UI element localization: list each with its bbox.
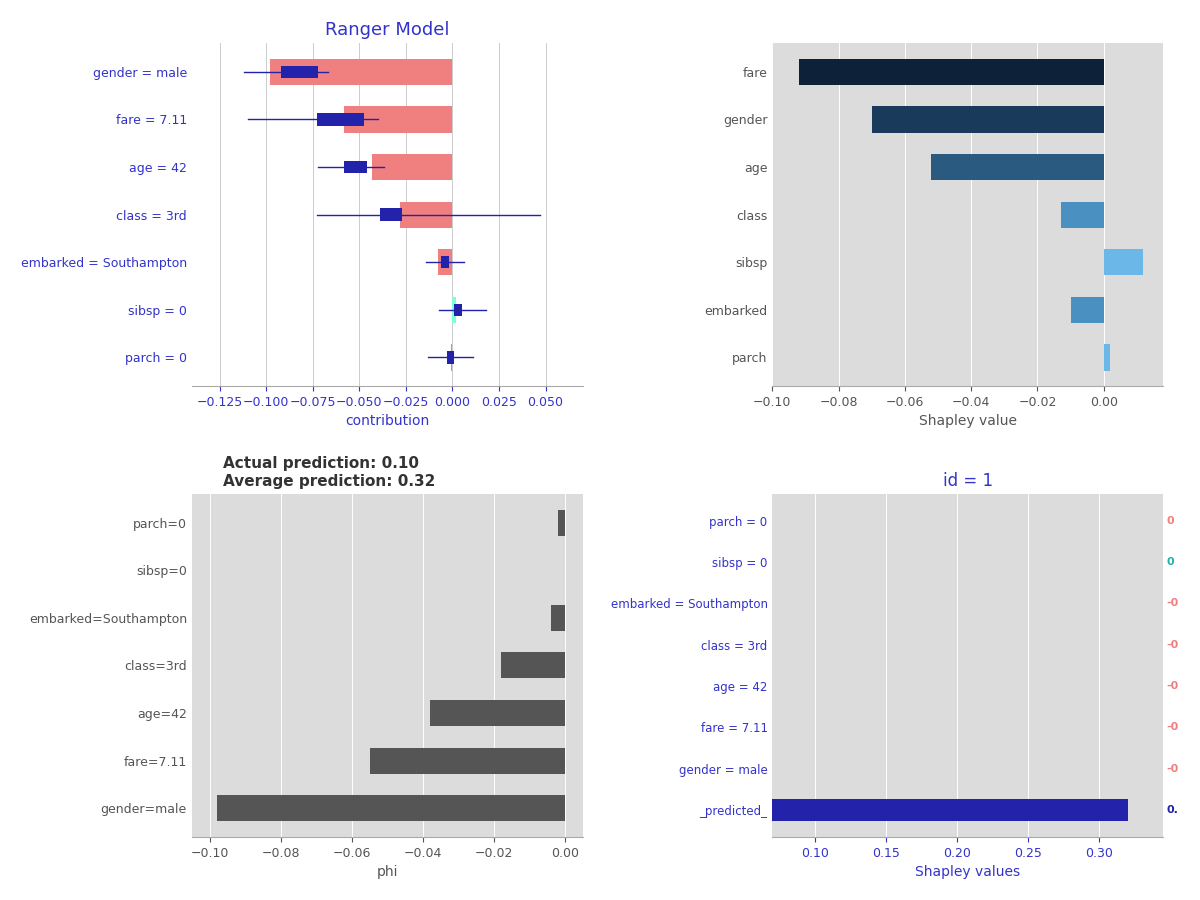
Bar	[380, 209, 402, 220]
Bar	[217, 795, 565, 822]
Title: id = 1: id = 1	[943, 472, 992, 490]
Bar	[455, 303, 462, 316]
Bar	[1104, 249, 1144, 275]
Bar	[551, 605, 565, 631]
Bar	[344, 161, 367, 173]
Bar	[344, 106, 452, 132]
Text: 0.: 0.	[1166, 805, 1178, 814]
Text: -0: -0	[1166, 723, 1178, 733]
Bar	[1061, 202, 1104, 228]
Bar	[438, 249, 452, 275]
Text: -0: -0	[1166, 681, 1178, 691]
Bar	[1070, 297, 1104, 323]
Bar	[534, 757, 673, 780]
X-axis label: contribution: contribution	[346, 414, 430, 428]
Bar	[673, 551, 676, 573]
Bar	[871, 106, 1104, 132]
X-axis label: Shapley value: Shapley value	[919, 414, 1016, 428]
Title: Ranger Model: Ranger Model	[325, 21, 450, 39]
Bar	[673, 798, 1128, 822]
Bar	[430, 700, 565, 726]
Bar	[670, 509, 673, 532]
Bar	[401, 202, 452, 228]
Bar	[450, 345, 452, 371]
Text: Actual prediction: 0.10
Average prediction: 0.32: Actual prediction: 0.10 Average predicti…	[223, 456, 436, 489]
Bar	[372, 154, 452, 180]
Bar	[370, 748, 565, 774]
Bar	[452, 297, 456, 323]
Bar	[442, 256, 449, 268]
Bar	[647, 634, 673, 656]
Bar	[270, 58, 452, 85]
X-axis label: phi: phi	[377, 865, 398, 879]
Text: 0: 0	[1166, 516, 1175, 526]
Bar	[446, 351, 455, 364]
Bar	[1104, 345, 1110, 371]
Bar	[619, 675, 673, 698]
Bar	[502, 652, 565, 679]
X-axis label: Shapley values: Shapley values	[916, 865, 1020, 879]
Text: -0: -0	[1166, 640, 1178, 650]
Text: 0: 0	[1166, 557, 1175, 567]
Text: -0: -0	[1166, 598, 1178, 608]
Bar	[931, 154, 1104, 180]
Bar	[318, 113, 364, 126]
Bar	[281, 66, 318, 78]
Text: -0: -0	[1166, 763, 1178, 774]
Bar	[799, 58, 1104, 85]
Bar	[595, 716, 673, 739]
Bar	[667, 592, 673, 615]
Bar	[558, 509, 565, 536]
